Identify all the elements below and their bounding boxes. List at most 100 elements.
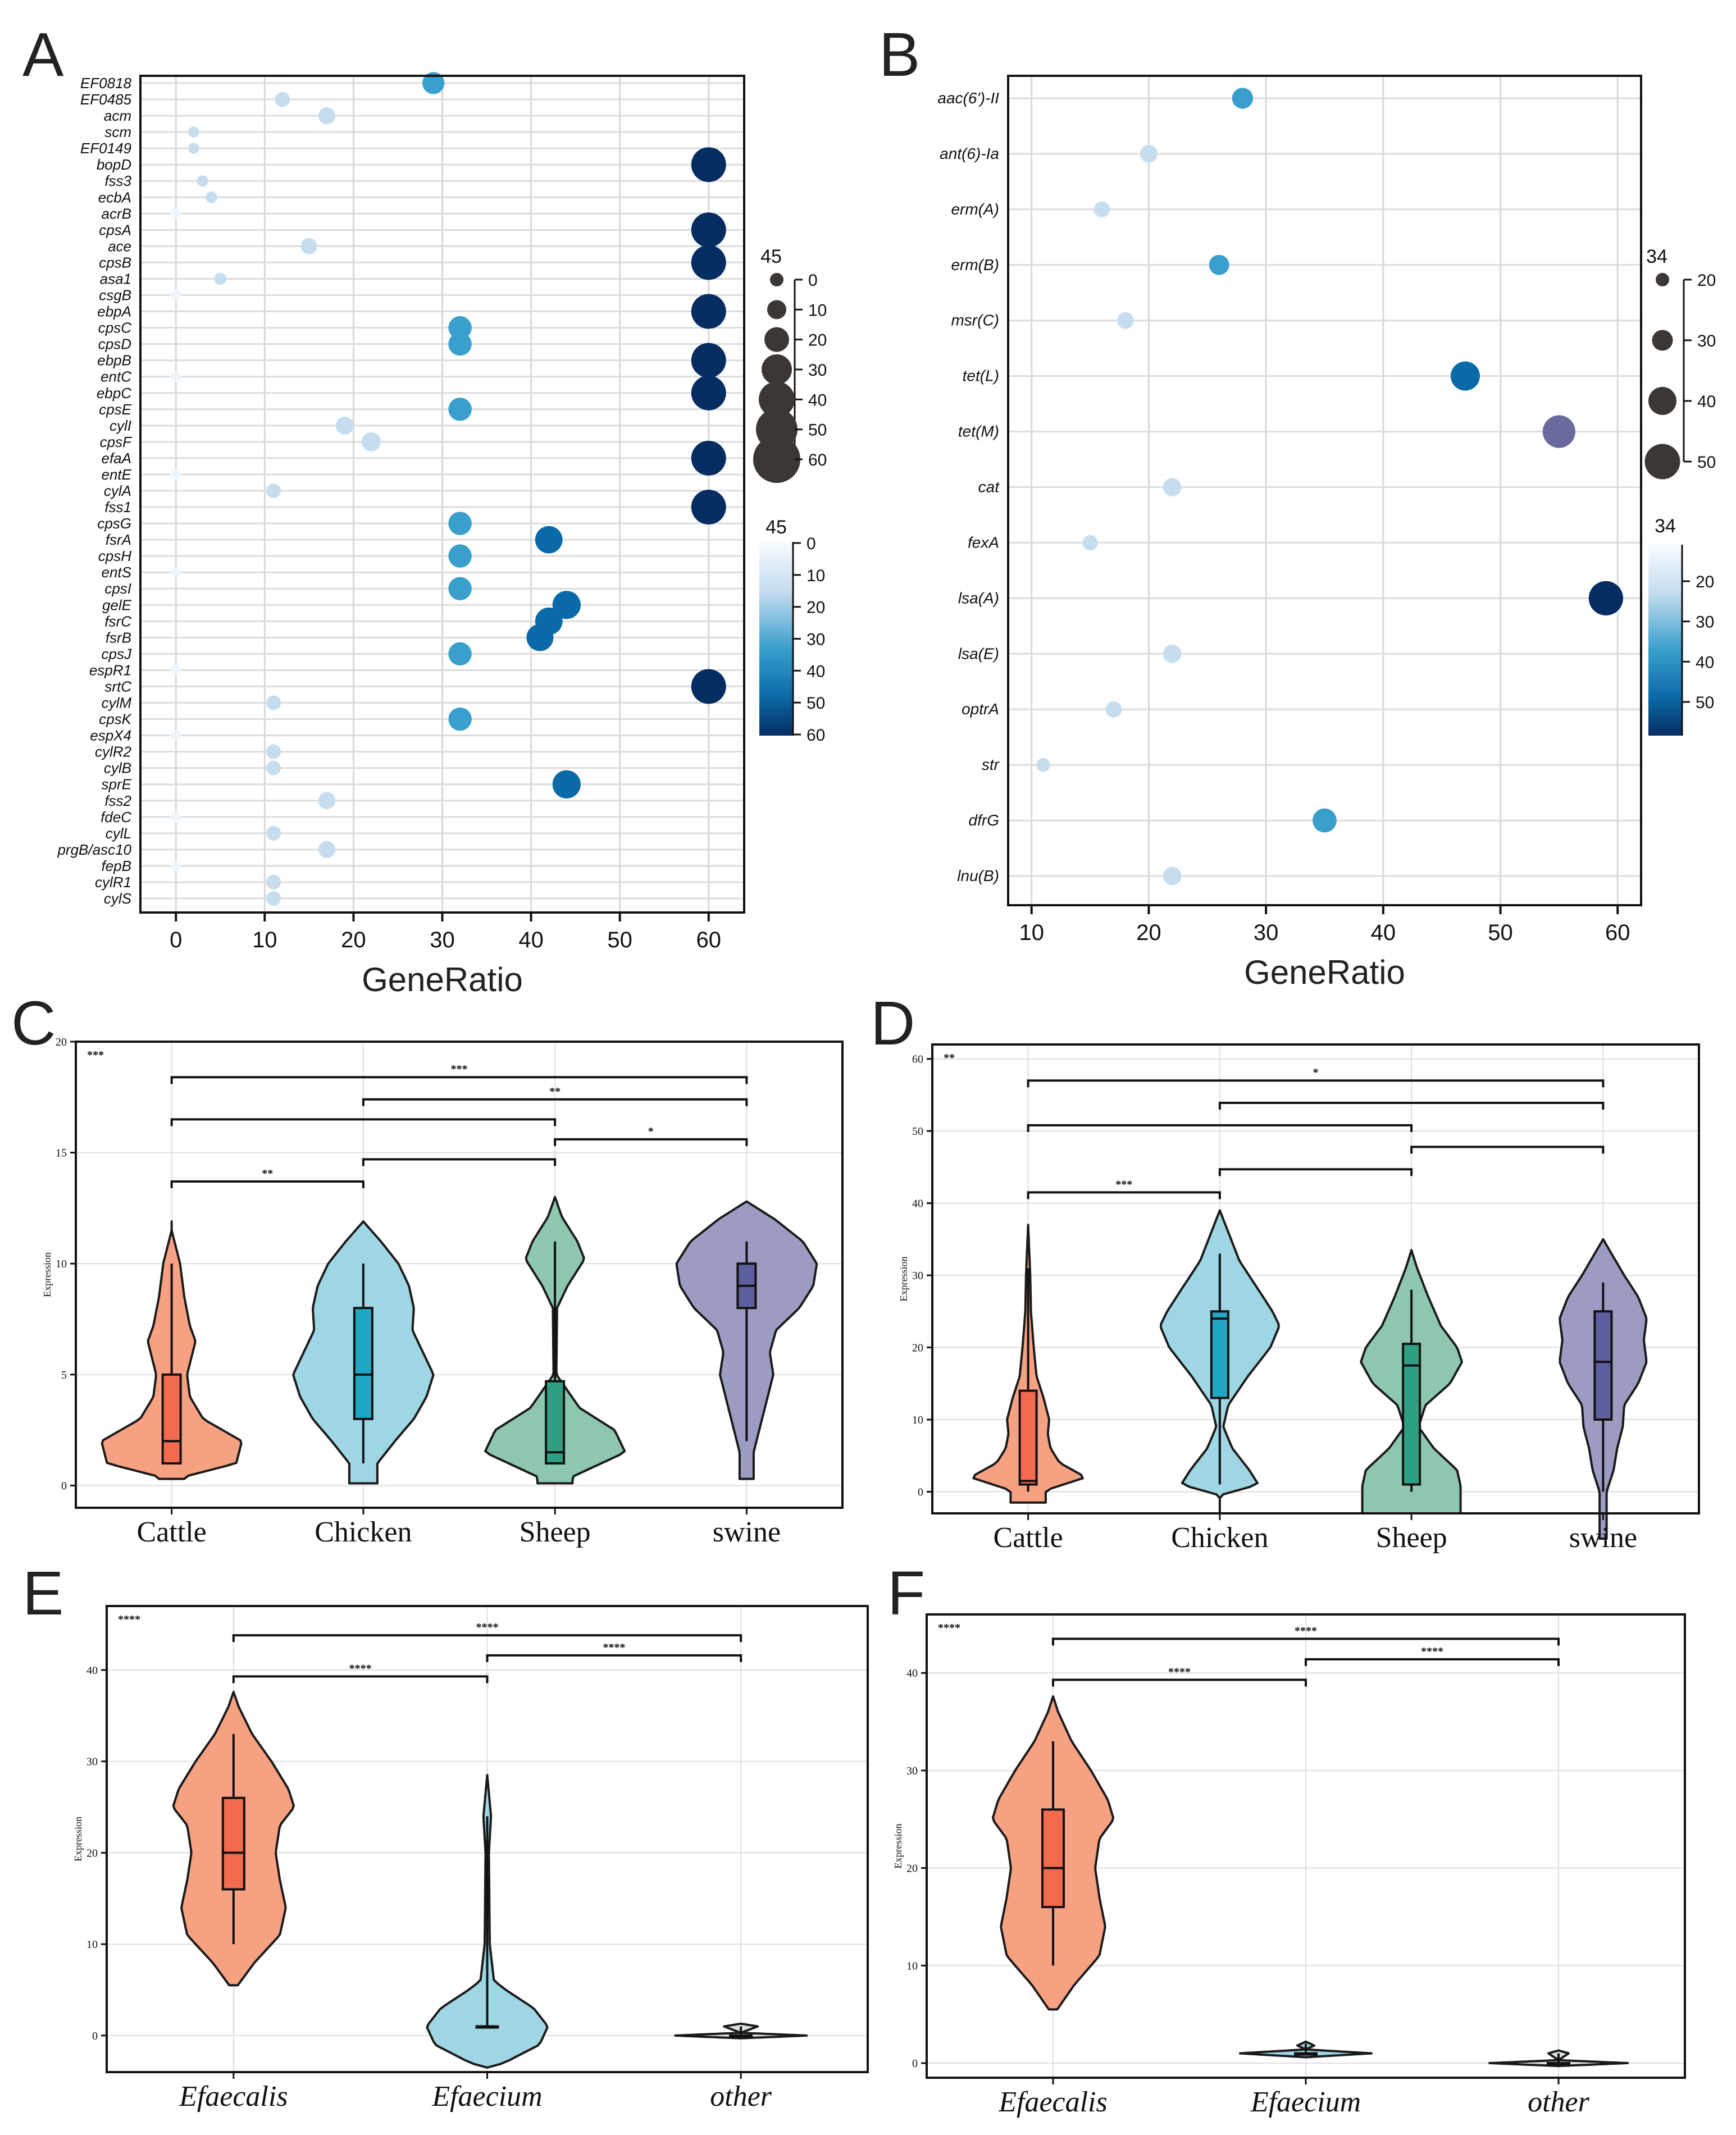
dot-cylS (266, 891, 281, 906)
size-legend-dot-1 (1652, 330, 1673, 351)
x-tick-label: other (710, 2081, 772, 2113)
gene-label: gelE (102, 596, 132, 613)
colorbar-label: 20 (807, 599, 825, 617)
x-tick-label: 10 (1019, 920, 1044, 945)
gene-label: cylS (104, 890, 132, 907)
colorbar (759, 542, 793, 736)
sig-label-2: **** (1295, 1625, 1317, 1637)
sig-bracket-0 (170, 1180, 364, 1188)
dot-EF0818 (422, 72, 445, 94)
sig-label-1: **** (1421, 1645, 1443, 1658)
sig-bracket-3 (170, 1118, 557, 1126)
size-legend-label: 40 (808, 391, 827, 409)
sig-label-0: ** (262, 1167, 273, 1180)
y-tick-label: 30 (912, 1270, 923, 1282)
gene-label: prgB/asc10 (57, 841, 131, 858)
panel-label-c: C (11, 989, 56, 1058)
sig-bracket-2 (554, 1138, 748, 1146)
x-tick-label: swine (1569, 1522, 1637, 1554)
dot-cpsC (448, 316, 472, 340)
dot-dfrG (1313, 808, 1337, 833)
gene-label: cylR2 (95, 743, 132, 760)
dot-cylA (266, 483, 281, 499)
y-tick-label: 10 (86, 1938, 98, 1951)
dot-optrA (1105, 701, 1122, 718)
color-legend-title: 45 (766, 517, 787, 538)
size-legend-label: 50 (808, 421, 827, 440)
gene-label: cpsC (98, 320, 131, 336)
gene-label: dfrG (969, 811, 999, 829)
box-Efaecalis (221, 1796, 245, 1891)
plot-frame (75, 1041, 844, 1509)
x-tick-label: 60 (696, 928, 722, 952)
dot-cylL (266, 825, 281, 841)
gene-label: optrA (962, 700, 999, 718)
panel-label-b: B (879, 20, 920, 89)
gene-label: tet(M) (958, 423, 999, 440)
sig-label-0: **** (349, 1662, 372, 1675)
sig-bracket-4 (362, 1098, 748, 1106)
dot-efaA (691, 440, 726, 476)
sig-bracket-1 (362, 1158, 557, 1166)
sig-bracket-5 (170, 1076, 748, 1084)
gene-label: lsa(A) (958, 589, 999, 606)
gene-label: aac(6')-II (937, 89, 999, 107)
dot-lsa(A) (1588, 581, 1624, 615)
x-tick-label: 0 (170, 928, 182, 952)
gene-label: sprE (102, 776, 132, 793)
x-axis-title: GeneRatio (1244, 954, 1405, 991)
plot-frame (931, 1043, 1700, 1514)
sig-bracket-2 (232, 1634, 742, 1643)
gene-label: ace (108, 238, 131, 254)
y-axis-title: Expression (72, 1817, 84, 1862)
gene-label: ant(6)-Ia (940, 145, 999, 162)
x-tick-label: 40 (1371, 920, 1396, 945)
gene-label: ecbA (98, 189, 131, 206)
y-tick-label: 10 (56, 1258, 67, 1270)
dot-cpsI (448, 577, 472, 600)
dot-cpsB (691, 245, 726, 280)
gene-label: cpsI (104, 580, 131, 597)
gene-label: EF0818 (80, 75, 132, 92)
dot-fdeC (171, 811, 181, 822)
y-tick-label: 0 (912, 2058, 918, 2070)
y-tick-label: 40 (86, 1664, 98, 1677)
size-legend-dot-4 (759, 381, 795, 418)
dot-cpsA (691, 212, 726, 248)
gene-label: msr(C) (951, 312, 999, 329)
dot-cpsF (361, 432, 381, 451)
gene-label: cylB (104, 760, 131, 777)
x-tick-label: Cattle (137, 1516, 207, 1548)
size-legend-label: 50 (1697, 453, 1716, 472)
x-tick-label: Chicken (1171, 1522, 1268, 1554)
y-tick-label: 30 (86, 1756, 98, 1768)
colorbar-label: 40 (1696, 653, 1714, 672)
gene-label: entE (102, 466, 132, 483)
size-legend-label: 30 (1697, 332, 1716, 350)
y-tick-label: 0 (92, 2030, 98, 2042)
size-legend-dot-1 (767, 300, 786, 320)
box-Efaecalis (1041, 1808, 1065, 1909)
dot-fss2 (318, 792, 336, 809)
box-Sheep (1402, 1343, 1421, 1486)
dot-plot-a: EF0818EF0485acmscmEF0149bopDfss3ecbAacrB… (57, 72, 827, 998)
dot-gelE (552, 591, 581, 619)
colorbar-label: 40 (807, 662, 825, 681)
gene-label: entS (102, 564, 132, 581)
y-tick-label: 20 (86, 1847, 98, 1859)
sig-bracket-1 (486, 1654, 742, 1662)
sig-bracket-2 (1410, 1146, 1605, 1154)
colorbar (1648, 545, 1682, 736)
gene-label: cylM (102, 695, 132, 711)
gene-label: asa1 (100, 270, 131, 287)
sig-label-4: ** (549, 1085, 561, 1098)
x-tick-label: 20 (341, 928, 366, 952)
sig-bracket-0 (232, 1675, 489, 1684)
box-Chicken (353, 1307, 373, 1420)
sig-bracket-3 (1027, 1124, 1413, 1132)
size-legend-dot-2 (764, 327, 789, 352)
dot-cylM (266, 695, 281, 710)
gene-label: espX4 (90, 727, 131, 744)
gene-label: efaA (102, 450, 132, 467)
y-tick-label: 20 (906, 1863, 918, 1875)
